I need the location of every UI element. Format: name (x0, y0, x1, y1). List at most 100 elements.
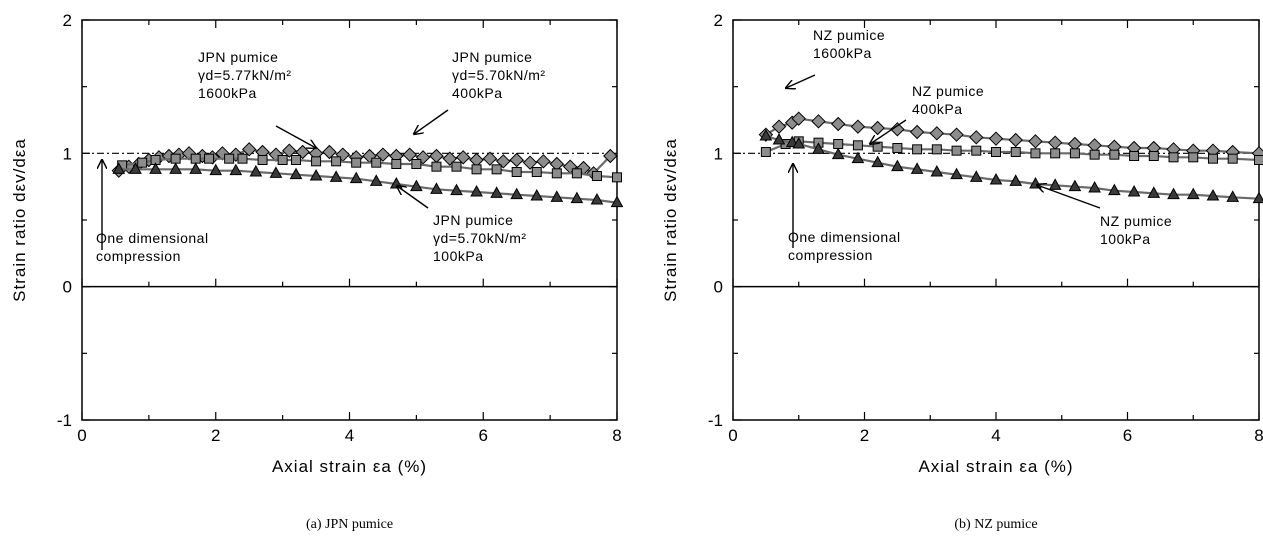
data-point (929, 126, 945, 141)
series-square (117, 153, 622, 183)
data-point (1068, 179, 1082, 192)
data-point (910, 162, 924, 174)
data-point (241, 142, 257, 157)
data-point (851, 151, 865, 164)
data-point (969, 170, 983, 182)
data-point (351, 157, 362, 168)
data-point (1048, 178, 1062, 190)
data-point (591, 171, 602, 181)
plot-frame (732, 19, 1260, 421)
annotation-arrow (397, 186, 429, 209)
annotation: NZ pumice 400kPa (870, 83, 984, 144)
data-point (349, 171, 363, 184)
data-point (311, 156, 322, 167)
series-square (760, 136, 1263, 165)
data-point (850, 119, 866, 134)
data-point (950, 167, 963, 180)
data-point (909, 124, 925, 140)
data-point (204, 153, 215, 164)
data-point (455, 150, 471, 165)
data-point (969, 130, 984, 145)
data-point (811, 114, 826, 129)
data-point (511, 167, 522, 177)
data-point (282, 143, 297, 158)
data-point (510, 187, 524, 200)
y-tick-label: 2 (63, 11, 72, 30)
data-point (971, 145, 982, 156)
data-point (852, 140, 863, 151)
data-point (470, 184, 483, 197)
annotation-text: One dimensional (96, 230, 209, 246)
x-axis-label: Axial strain εa (%) (918, 457, 1073, 476)
annotation: One dimensional compression (788, 164, 901, 263)
annotation-text: One dimensional (788, 229, 901, 245)
data-point (931, 144, 942, 155)
data-point (890, 122, 905, 137)
data-point (1252, 191, 1263, 204)
series-line (118, 168, 618, 204)
data-point (471, 164, 482, 175)
data-point (831, 147, 845, 160)
data-point (830, 116, 846, 132)
data-point (1008, 132, 1023, 148)
data-point (189, 162, 203, 174)
annotation-text: NZ pumice (813, 27, 885, 43)
data-point (571, 168, 582, 179)
data-point (329, 170, 343, 182)
data-point (137, 157, 148, 168)
data-point (892, 143, 903, 153)
x-axis-label: Axial strain εa (%) (272, 457, 427, 476)
data-point (1050, 148, 1061, 159)
y-tick-label: 2 (714, 11, 723, 30)
data-point (291, 155, 301, 165)
data-point (309, 168, 323, 181)
annotation-text: γd=5.77kN/m² (198, 67, 292, 83)
data-point (759, 128, 773, 141)
annotation-arrow (870, 119, 907, 144)
x-tick-label: 6 (1123, 426, 1132, 445)
data-point (951, 145, 962, 156)
data-point (209, 163, 223, 176)
data-point (229, 163, 243, 176)
data-point (530, 188, 544, 201)
x-tick-label: 8 (1254, 426, 1263, 445)
chart-panel-b: 0 2 4 6 8 -1 0 1 2 Axial strain εa (%) Strain rati… (661, 11, 1263, 532)
data-point (1010, 147, 1021, 157)
data-point (1188, 152, 1199, 163)
data-point (550, 190, 564, 202)
data-point (1186, 187, 1200, 200)
data-point (430, 182, 443, 194)
data-point (1109, 149, 1120, 160)
data-point (1147, 186, 1161, 198)
y-tick-label: 0 (714, 278, 723, 297)
annotation: JPN pumice γd=5.70kN/m² 100kPa (397, 186, 526, 264)
x-tick-label: 0 (77, 426, 86, 445)
data-point (1148, 151, 1159, 161)
data-point (1028, 134, 1043, 149)
data-point (431, 161, 442, 172)
data-point (129, 162, 142, 174)
data-point (989, 172, 1003, 185)
data-point (224, 153, 235, 164)
data-point (1047, 135, 1063, 150)
annotation-text: 100kPa (433, 248, 483, 264)
annotation: JPN pumice γd=5.70kN/m² 400kPa (414, 49, 545, 134)
data-point (491, 164, 502, 175)
data-point (603, 148, 618, 164)
y-tick-label: -1 (708, 411, 723, 430)
data-point (610, 195, 624, 208)
data-point (772, 132, 786, 145)
data-point (536, 154, 551, 169)
data-point (257, 155, 268, 165)
annotation-text: 100kPa (1100, 231, 1150, 247)
data-point (509, 152, 524, 168)
data-point (988, 131, 1004, 146)
data-point (169, 162, 182, 174)
data-point (482, 151, 498, 166)
data-point (551, 168, 562, 179)
annotation-text: JPN pumice (198, 49, 278, 65)
annotation-text: compression (96, 248, 181, 264)
data-point (410, 179, 423, 192)
data-point (331, 156, 342, 167)
data-point (1207, 153, 1218, 164)
